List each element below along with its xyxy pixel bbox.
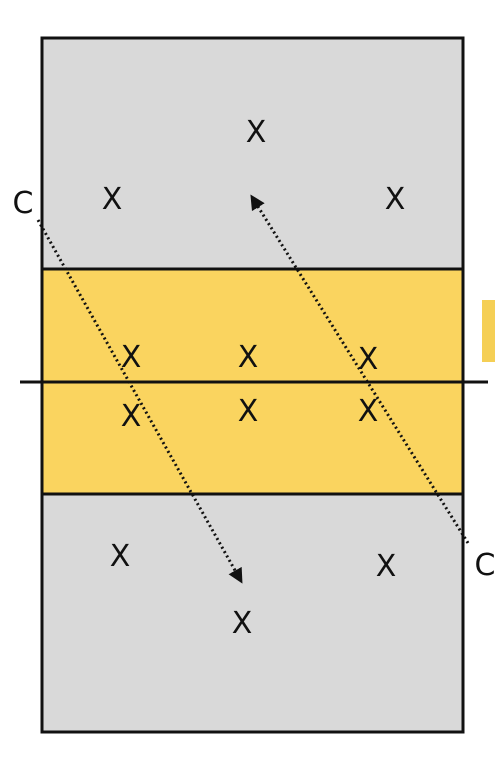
player-marker: X (121, 340, 142, 375)
player-marker: X (358, 342, 379, 377)
player-marker: X (238, 340, 259, 375)
player-marker: X (358, 394, 379, 429)
player-marker: X (102, 182, 123, 217)
player-marker: X (238, 394, 259, 429)
coach-marker: C (475, 548, 495, 583)
court-border (40, 36, 465, 734)
player-marker: X (246, 115, 267, 150)
player-marker: X (121, 399, 142, 434)
player-marker: X (376, 549, 397, 584)
movement-arrow-left (36, 219, 243, 584)
coach-marker: C (13, 186, 34, 221)
player-marker: X (110, 539, 131, 574)
player-marker: X (385, 182, 406, 217)
player-marker: X (232, 606, 253, 641)
side-tab (482, 300, 495, 362)
